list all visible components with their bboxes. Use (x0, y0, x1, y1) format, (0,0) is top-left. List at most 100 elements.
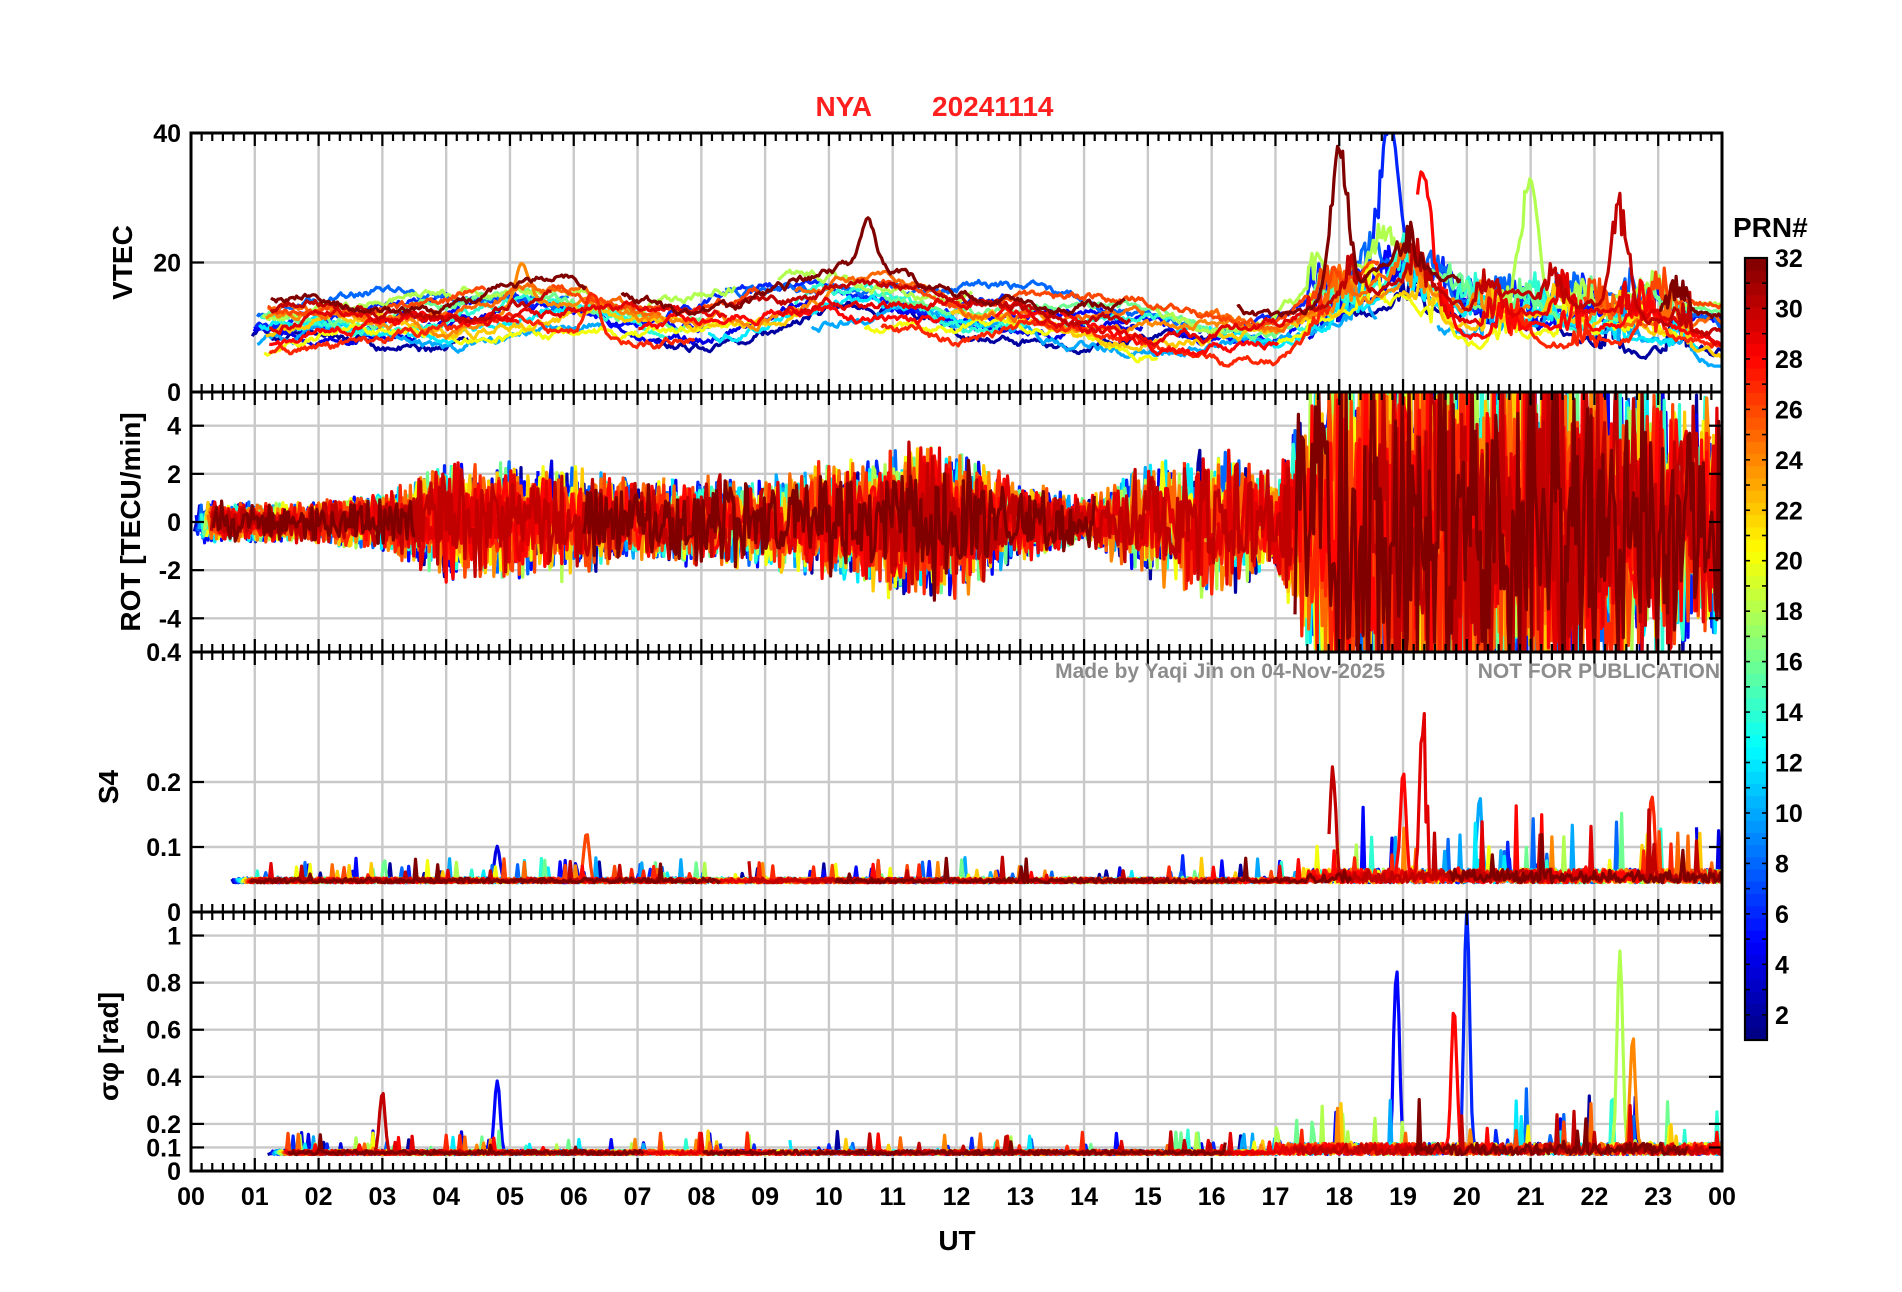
panel-vtec: 40 20 0 VTEC (107, 120, 1724, 407)
colorbar-swatch (1745, 306, 1767, 320)
colorbar-swatch (1745, 649, 1767, 662)
y-tick-label: 2 (167, 461, 181, 489)
colorbar-frame (1743, 256, 1769, 1042)
y-tick-label: 0.4 (146, 639, 181, 667)
colorbar-swatch (1745, 783, 1767, 797)
series-prn-20 (263, 319, 769, 357)
colorbar-tick-label: 18 (1775, 598, 1803, 626)
colorbar-swatch (1745, 820, 1767, 833)
x-tick-label: 02 (305, 1183, 333, 1211)
colorbar-swatch (1745, 282, 1767, 296)
series-prn-29 (1436, 268, 1722, 347)
colorbar-tick-label: 14 (1775, 699, 1803, 727)
x-tick-label: 08 (687, 1183, 715, 1211)
x-tick-label: 13 (1006, 1183, 1034, 1211)
colorbar-swatch (1745, 832, 1767, 846)
colorbar-swatch (1745, 587, 1767, 601)
y-tick-label: 20 (153, 250, 181, 278)
series-prn-2 (250, 324, 469, 353)
series-prn-32 (702, 1140, 1227, 1157)
x-tick-label: 10 (815, 1183, 843, 1211)
colorbar-swatch (1745, 429, 1767, 442)
series-prn-5 (963, 970, 1491, 1157)
series-prn-32 (270, 273, 588, 316)
x-tick-label: 16 (1198, 1183, 1226, 1211)
colorbar-swatch (1745, 367, 1767, 381)
y-tick-label: 0.2 (146, 1111, 181, 1139)
series-prn-32 (211, 498, 416, 545)
figure-title-station: NYA (815, 91, 872, 122)
y-tick-label: 0.1 (146, 1134, 181, 1162)
colorbar-swatch (1745, 807, 1767, 821)
colorbar-tick-label: 4 (1775, 951, 1789, 979)
colorbar-swatch (1745, 905, 1767, 919)
colorbar-swatch (1745, 758, 1767, 772)
colorbar-swatch (1745, 991, 1767, 1004)
series-prn-32 (1413, 1098, 1689, 1157)
colorbar-swatch (1745, 404, 1767, 418)
colorbar-swatch (1745, 734, 1767, 748)
y-tick-label: -2 (159, 557, 181, 585)
colorbar-tick-label: 20 (1775, 548, 1803, 576)
x-tick-label: 12 (943, 1183, 971, 1211)
colorbar-swatch (1745, 966, 1767, 980)
series-group (267, 912, 1722, 1157)
colorbar-swatch (1745, 453, 1767, 467)
colorbar-swatch (1745, 392, 1767, 406)
x-tick-label: 00 (1708, 1183, 1736, 1211)
colorbar-swatch (1745, 490, 1767, 503)
series-prn-25 (794, 269, 1146, 331)
tick-marks (189, 912, 1724, 1173)
y-tick-label: 0.4 (146, 1064, 181, 1092)
x-tick-label: 07 (624, 1183, 652, 1211)
colorbar-swatch (1745, 343, 1767, 357)
colorbar-swatch (1745, 624, 1767, 638)
colorbar-swatch (1745, 600, 1767, 613)
colorbar-swatch (1745, 893, 1767, 907)
figure-title-date: 20241114 (932, 91, 1054, 122)
series-prn-32 (287, 1133, 645, 1157)
series-prn-32 (249, 857, 722, 885)
x-tick-label: 09 (751, 1183, 779, 1211)
colorbar-swatch (1745, 881, 1767, 894)
x-tick-label: 00 (177, 1183, 205, 1211)
colorbar-swatch (1745, 465, 1767, 479)
colorbar-swatch (1745, 575, 1767, 589)
series-prn-27 (1507, 289, 1722, 350)
y-tick-label: 40 (153, 120, 181, 148)
series-prn-32 (1448, 832, 1722, 885)
colorbar-swatch (1745, 978, 1767, 992)
y-tick-label: 0.8 (146, 970, 181, 998)
colorbar-swatch (1745, 954, 1767, 968)
colorbar-swatch (1745, 942, 1767, 956)
y-tick-label: 0 (167, 1158, 181, 1186)
colorbar-tick-label: 10 (1775, 800, 1803, 828)
x-tick-label: 06 (560, 1183, 588, 1211)
x-tick-label: 20 (1453, 1183, 1481, 1211)
colorbar-swatch (1745, 416, 1767, 430)
colorbar-swatch (1745, 1015, 1767, 1029)
colorbar-tick-label: 6 (1775, 901, 1789, 929)
series-prn-30 (269, 289, 552, 324)
x-tick-label: 14 (1070, 1183, 1098, 1211)
colorbar-swatch (1745, 514, 1767, 528)
y-tick-label: 0.6 (146, 1017, 181, 1045)
colorbar-swatch (1745, 502, 1767, 516)
x-tick-label: 23 (1644, 1183, 1672, 1211)
series-prn-32 (1658, 274, 1722, 320)
colorbar-tick-label: 22 (1775, 497, 1803, 525)
colorbar-tick-label: 16 (1775, 649, 1803, 677)
x-tick-label: 04 (432, 1183, 460, 1211)
colorbar-swatch (1745, 685, 1767, 699)
series-prn-32 (1236, 144, 1462, 318)
colorbar-swatch (1745, 380, 1767, 394)
colorbar-tick-label: 8 (1775, 850, 1789, 878)
x-tick-label: 21 (1517, 1183, 1545, 1211)
series-prn-25 (1569, 289, 1722, 331)
colorbar-swatch (1745, 294, 1767, 308)
y-tick-label: 1 (167, 923, 181, 951)
colorbar-swatch (1745, 844, 1767, 858)
colorbar-swatch (1745, 258, 1767, 271)
colorbar-swatch (1745, 697, 1767, 711)
